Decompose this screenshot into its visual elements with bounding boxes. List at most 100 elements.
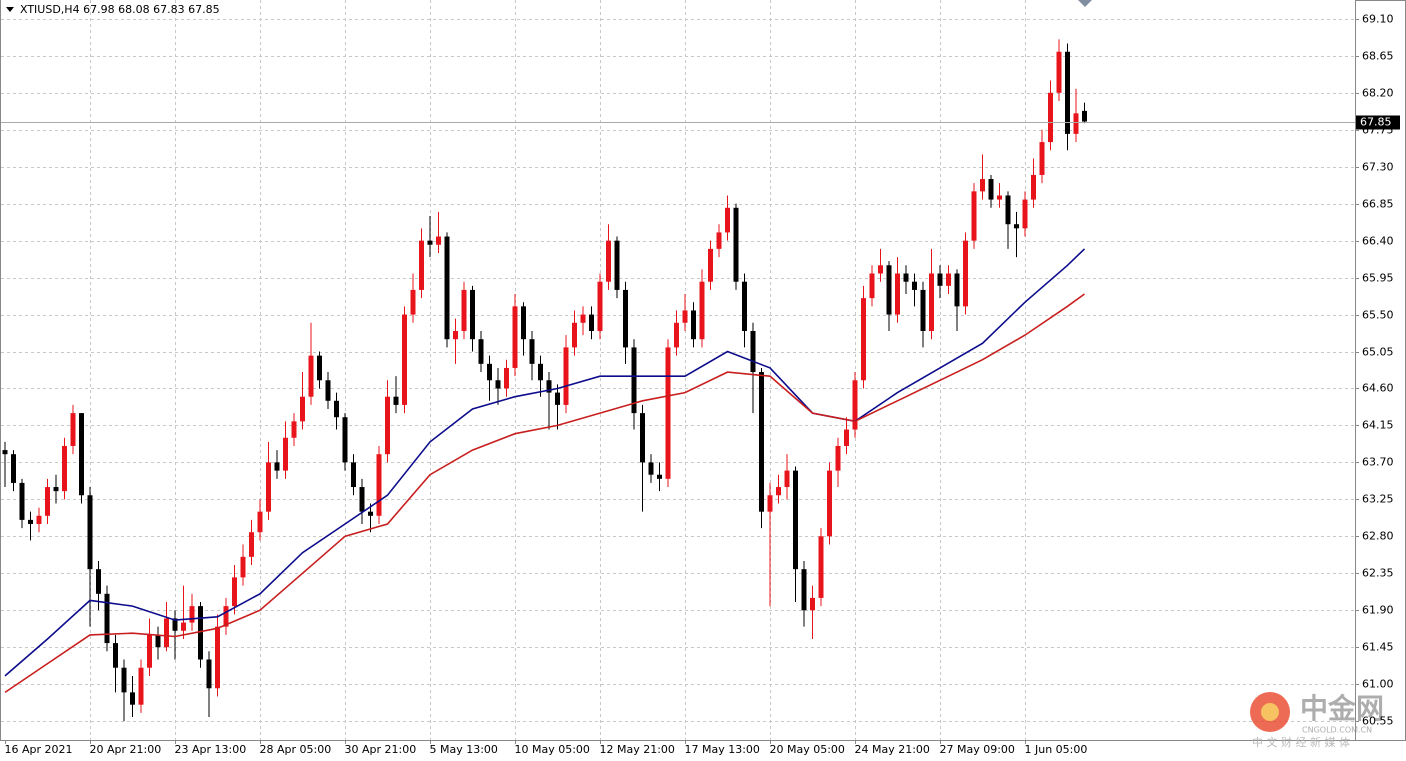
candle-body <box>283 437 288 471</box>
candle-body <box>487 363 492 381</box>
candle-body <box>937 273 943 286</box>
candle-body <box>512 306 518 368</box>
x-tick-label: 1 Jun 05:00 <box>1025 743 1088 756</box>
candle-body <box>674 322 679 348</box>
candle-body <box>572 322 577 348</box>
candle-body <box>852 380 858 430</box>
candle-body <box>62 445 67 492</box>
plot <box>2 39 1087 722</box>
x-tick-label: 17 May 13:00 <box>685 743 760 756</box>
candle-body <box>725 207 730 233</box>
candle-body <box>903 273 909 282</box>
symbol: XTIUSD,H4 <box>20 3 80 16</box>
candle-body <box>580 314 586 323</box>
candle-body <box>844 429 849 446</box>
candle-body <box>342 417 348 463</box>
candle-body <box>521 306 526 340</box>
candle-body <box>946 273 951 286</box>
x-tick-label: 24 May 21:00 <box>855 743 930 756</box>
candle-body <box>385 396 390 455</box>
candle-body <box>308 355 314 397</box>
candle-body <box>113 643 118 668</box>
candle-body <box>410 289 416 315</box>
moving-average-line <box>4 293 1085 694</box>
y-tick-label: 61.45 <box>1362 641 1394 654</box>
candle-body <box>963 240 968 307</box>
candle-body <box>504 367 509 389</box>
candle-body <box>45 487 50 516</box>
candle-body <box>529 339 535 364</box>
candle-body <box>648 462 654 475</box>
candle-body <box>198 606 203 660</box>
candle-body <box>274 462 280 471</box>
candle-body <box>172 618 178 631</box>
candle-body <box>70 413 76 446</box>
y-tick-label: 68.20 <box>1362 87 1394 100</box>
candle-body <box>1048 92 1053 143</box>
header-arrow <box>6 7 14 12</box>
candle-body <box>104 593 110 644</box>
candle-body <box>402 314 407 405</box>
candle-body <box>2 450 8 455</box>
candle-body <box>1073 113 1079 134</box>
candle-body <box>96 569 101 594</box>
candle-body <box>759 372 764 512</box>
candle-body <box>249 532 254 557</box>
candle-body <box>470 289 475 340</box>
candle-body <box>325 380 331 401</box>
candle-body <box>291 421 297 438</box>
low: 67.83 <box>153 3 185 16</box>
candle-body <box>1056 51 1062 93</box>
close: 67.85 <box>188 3 220 16</box>
candle-body <box>478 339 484 364</box>
candle-body <box>920 289 926 331</box>
candle-body <box>912 281 917 290</box>
candle-body <box>79 413 84 496</box>
y-tick-label: 64.15 <box>1362 419 1394 432</box>
y-tick-label: 62.35 <box>1362 567 1394 580</box>
watermark-site: CNGOLD.COM.CN <box>1302 726 1372 735</box>
candle-body <box>954 273 960 307</box>
candle-body <box>818 536 824 598</box>
x-tick-label: 5 May 13:00 <box>430 743 498 756</box>
watermark-logo-icon <box>1261 703 1279 721</box>
candle-body <box>1031 174 1036 200</box>
watermark-slogan: 中 文 财 经 新 媒 体 <box>1252 735 1350 749</box>
x-tick-label: 28 Apr 05:00 <box>260 743 332 756</box>
candle-body <box>1022 199 1028 229</box>
y-tick-label: 65.95 <box>1362 272 1394 285</box>
watermark-logo: 中金网 <box>1300 692 1384 725</box>
x-tick-label: 23 Apr 13:00 <box>175 743 247 756</box>
candle-body <box>495 380 501 389</box>
candle-body <box>206 659 212 689</box>
y-tick-label: 63.25 <box>1362 493 1394 506</box>
y-tick-label: 66.40 <box>1362 235 1394 248</box>
y-tick-label: 68.65 <box>1362 50 1394 63</box>
x-tick-label: 12 May 21:00 <box>600 743 675 756</box>
candle-body <box>155 634 161 648</box>
candle-body <box>317 355 322 381</box>
candle-body <box>699 281 705 340</box>
x-tick-label: 20 Apr 21:00 <box>90 743 162 756</box>
candle-body <box>895 273 900 315</box>
candle-body <box>869 273 875 299</box>
y-tick-label: 61.90 <box>1362 604 1394 617</box>
candle-body <box>147 634 152 668</box>
price-label: 67.85 <box>1360 116 1392 129</box>
x-tick-label: 20 May 05:00 <box>770 743 845 756</box>
candle-body <box>555 392 560 405</box>
candle-body <box>971 191 977 241</box>
candle-body <box>827 470 832 537</box>
price-label-box <box>1356 115 1400 130</box>
candle-body <box>11 454 16 483</box>
candle-body <box>793 470 798 570</box>
candle-body <box>878 265 883 274</box>
candle-body <box>1005 195 1011 225</box>
candle-body <box>631 347 637 414</box>
open: 67.98 <box>83 3 115 16</box>
candle-body <box>784 470 790 488</box>
candle-body <box>461 289 467 331</box>
y-tick-label: 63.70 <box>1362 456 1394 469</box>
candle-body <box>121 667 127 693</box>
